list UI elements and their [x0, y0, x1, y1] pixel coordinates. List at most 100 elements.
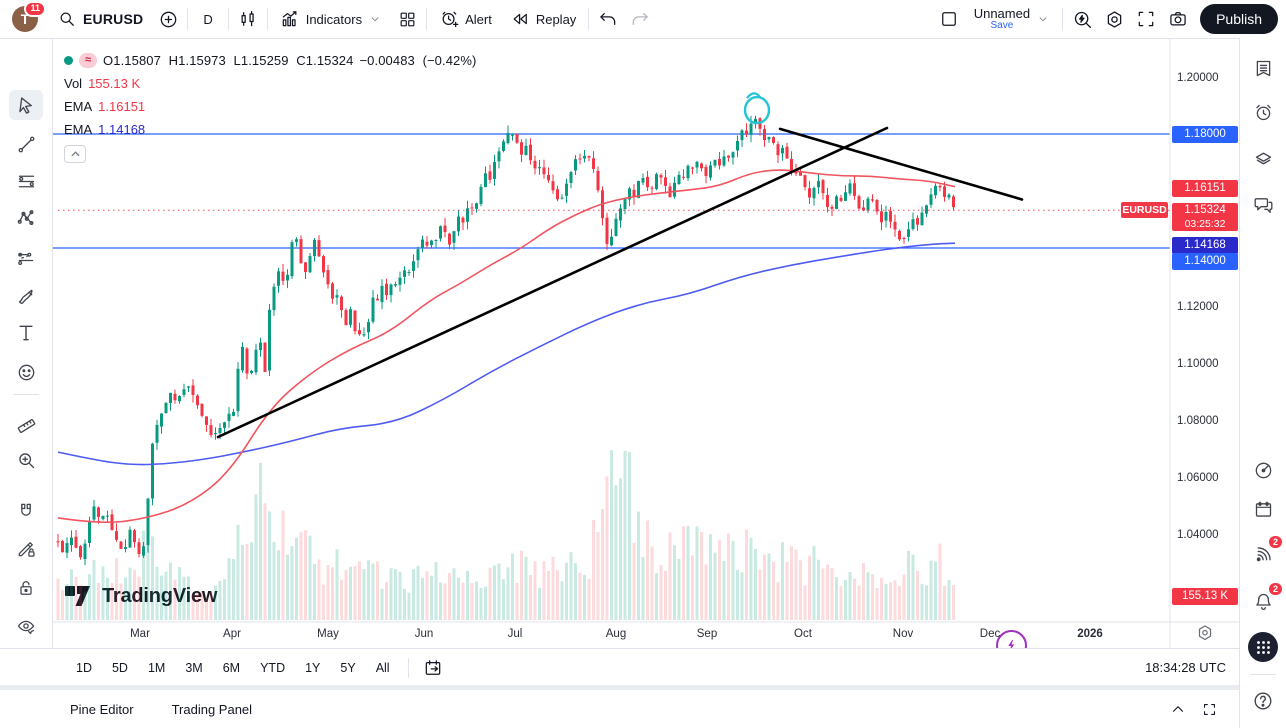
range-button-YTD[interactable]: YTD	[260, 660, 286, 675]
legend-collapse-button[interactable]	[64, 145, 86, 163]
compare-add-symbol-button[interactable]	[152, 4, 184, 34]
magnet-icon	[16, 501, 36, 521]
notifications-button[interactable]: 2	[1248, 582, 1283, 616]
cursor-tool-button[interactable]	[9, 90, 43, 120]
maximize-panel-icon[interactable]	[1201, 701, 1218, 718]
legend-volume-row[interactable]: Vol 155.13 K	[64, 73, 476, 93]
streams-button[interactable]: 2	[1248, 535, 1283, 569]
trend-line-tool-button[interactable]	[9, 129, 43, 159]
trading-panel-tab[interactable]: Trading Panel	[171, 701, 253, 717]
divider	[426, 8, 428, 30]
zoom-in-icon	[16, 450, 37, 471]
brush-tool-button[interactable]	[9, 281, 43, 311]
time-axis-label: Oct	[794, 628, 813, 640]
magnet-mode-button[interactable]	[9, 496, 43, 526]
price-axis-label: 1.10000	[1177, 358, 1219, 370]
price-label-chip: 1.16151	[1172, 179, 1238, 197]
ema-slow-label: EMA	[64, 121, 93, 137]
range-button-3M[interactable]: 3M	[185, 660, 203, 675]
time-axis-label: Aug	[606, 628, 626, 640]
text-tool-button[interactable]	[9, 318, 43, 348]
range-button-1D[interactable]: 1D	[76, 660, 92, 675]
vol-label: Vol	[64, 75, 83, 91]
help-button[interactable]	[1248, 686, 1278, 716]
time-axis-label: Nov	[893, 628, 914, 640]
emoji-tool-button[interactable]	[9, 357, 43, 387]
replay-button[interactable]: Replay	[501, 4, 585, 34]
range-button-6M[interactable]: 6M	[222, 660, 241, 675]
chart-pane[interactable]: TradingView Mar Apr May Jun Jul Aug Sep Oct Nov D…	[52, 38, 1240, 661]
indicators-icon	[280, 9, 300, 29]
fib-retracement-tool-button[interactable]	[9, 166, 43, 196]
text-icon	[16, 323, 36, 343]
legend-ohlc-row[interactable]: ≈ O1.15807 H1.15973 L1.15259 C1.15324 −0…	[64, 50, 476, 70]
watchlist-icon	[1253, 58, 1274, 79]
divider	[407, 657, 409, 678]
chart-settings-button[interactable]	[1098, 4, 1130, 34]
eye-icon	[16, 616, 36, 636]
zoom-tool-button[interactable]	[9, 445, 43, 475]
chats-button[interactable]	[1248, 189, 1278, 219]
quick-search-icon	[1072, 9, 1093, 30]
quick-search-button[interactable]	[1066, 4, 1098, 34]
snapshot-button[interactable]	[1162, 4, 1194, 34]
notifications-badge: 2	[1267, 582, 1283, 597]
symbol-name: EURUSD	[83, 11, 144, 27]
emoji-icon	[16, 362, 37, 383]
watermark-text: TradingView	[102, 584, 218, 607]
range-button-5D[interactable]: 5D	[111, 660, 128, 675]
projection-tool-button[interactable]	[9, 243, 43, 273]
layout-select-button[interactable]	[933, 4, 965, 34]
ohlc-values: O1.15807 H1.15973 L1.15259 C1.15324	[103, 52, 354, 68]
pine-editor-tab[interactable]: Pine Editor	[70, 701, 134, 717]
range-button-5Y[interactable]: 5Y	[340, 660, 356, 675]
ideas-button[interactable]	[1248, 455, 1278, 485]
apps-menu-button[interactable]	[1248, 632, 1278, 662]
chart-canvas[interactable]: Mar Apr May Jun Jul Aug Sep Oct Nov Dec 2026 1.2000…	[52, 38, 1240, 648]
range-button-All[interactable]: All	[375, 660, 390, 675]
measure-tool-button[interactable]	[9, 407, 43, 437]
symbol-mode-badge: ≈	[79, 52, 98, 68]
layout-name-button[interactable]: Unnamed Save	[965, 4, 1059, 34]
alerts-button[interactable]	[1248, 97, 1278, 127]
undo-button[interactable]	[592, 4, 624, 34]
fullscreen-icon	[1136, 9, 1156, 29]
lock-icon	[16, 578, 36, 598]
legend-ema-slow-row[interactable]: EMA 1.14168	[64, 119, 476, 139]
range-button-1M[interactable]: 1M	[147, 660, 166, 675]
redo-button[interactable]	[624, 4, 656, 34]
go-to-date-button[interactable]	[417, 653, 449, 683]
pattern-tool-button[interactable]	[9, 203, 43, 233]
price-axis[interactable]: 1.18000 1.16151 1.14168 1.14000 155.13 K 1.15…	[1170, 38, 1240, 622]
drawing-mode-lock-button[interactable]	[9, 534, 43, 564]
calendar-button[interactable]	[1248, 494, 1278, 524]
object-tree-button[interactable]	[1248, 143, 1278, 173]
settings-gear-icon	[1104, 9, 1125, 30]
alert-button[interactable]: Alert	[430, 4, 501, 34]
range-button-1Y[interactable]: 1Y	[305, 660, 321, 675]
cursor-icon	[16, 95, 37, 116]
divider	[1062, 8, 1064, 30]
hide-drawings-button[interactable]	[9, 611, 43, 641]
publish-button[interactable]: Publish	[1200, 4, 1278, 34]
fullscreen-button[interactable]	[1130, 4, 1162, 34]
time-axis-label: Sep	[697, 628, 717, 640]
user-menu-button[interactable]: T 11	[12, 1, 46, 32]
symbol-search-button[interactable]: EURUSD	[48, 4, 152, 34]
indicator-templates-button[interactable]	[391, 4, 423, 34]
panel-gap	[0, 685, 1240, 690]
lock-drawings-button[interactable]	[9, 573, 43, 603]
fib-lines-icon	[16, 171, 37, 192]
save-link[interactable]: Save	[990, 19, 1014, 31]
clock-utc[interactable]: 18:34:28 UTC	[1145, 660, 1226, 675]
legend-ema-fast-row[interactable]: EMA 1.16151	[64, 96, 476, 116]
current-price-value: 1.15324	[1184, 204, 1226, 217]
indicators-button[interactable]: Indicators	[271, 4, 391, 34]
broadcast-icon	[1253, 544, 1274, 565]
interval-button[interactable]: D	[203, 11, 213, 27]
time-axis-label: Dec	[980, 628, 1001, 640]
expand-panel-icon[interactable]	[1169, 700, 1187, 718]
bar-countdown: 03:25:32	[1184, 217, 1226, 230]
watchlist-button[interactable]	[1248, 53, 1278, 83]
chart-type-button[interactable]	[232, 4, 264, 34]
